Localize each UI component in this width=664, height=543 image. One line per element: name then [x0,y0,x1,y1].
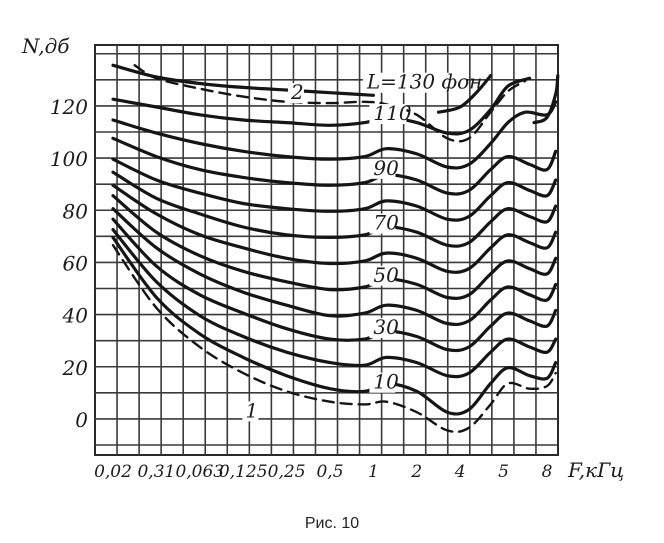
curve-9 [111,217,558,353]
curve-label-11: 10 [373,370,399,394]
dashed-curve-label-1: 1 [245,398,258,422]
y-axis-ticks: 0 20 40 60 80 100 120 [50,95,88,432]
x-tick-label: 1 [368,462,379,482]
curve-7 [111,194,558,300]
x-tick-label: 8 [542,462,553,482]
x-tick-label: 0,063 [175,462,224,482]
x-tick-label: 2 [410,462,422,482]
x-axis-title: F,кГц [567,458,624,482]
y-axis-title: N,дб [21,34,70,58]
x-tick-label: 4 [454,462,466,482]
curve-label-background [287,83,304,104]
curve-label-background [369,213,396,234]
curve-label-5: 70 [373,211,399,235]
curve-label-background [362,72,466,93]
curve-label-9: 30 [373,315,399,339]
y-tick-label: 0 [75,408,88,432]
curve-label-background [369,158,396,179]
curve-fragment-0 [436,74,493,114]
y-tick-label: 80 [63,199,89,223]
curve-label-background [369,265,396,286]
plot-frame [94,44,559,456]
curve-6 [111,183,558,274]
curve-label-background [242,401,259,422]
curve-2 [111,100,558,170]
curve-label-background [369,372,396,393]
curve-10 [111,228,558,379]
x-tick-label: 0,5 [316,462,343,482]
figure-caption: Рис. 10 [304,515,360,532]
curve-label-3: 90 [373,156,399,180]
curve-0 [111,63,375,97]
y-tick-label: 60 [63,252,89,276]
curve-3 [111,136,558,196]
y-tick-label: 120 [50,95,88,119]
curve-label-background [369,104,407,125]
dashed-curve-2 [133,64,527,143]
y-tick-label: 100 [50,147,88,171]
y-tick-label: 40 [62,304,89,328]
curve-labels: L=130 фон 110 90 70 50 30 10 1 2 [242,70,482,422]
curve-label-7: 50 [373,263,399,287]
curve-fragment-1 [532,74,560,125]
x-tick-label: 0,25 [268,462,306,482]
curve-8 [111,207,558,327]
dashed-curve-label-2: 2 [290,80,304,104]
curve-label-0: L=130 фон [366,70,482,94]
x-tick-label: 0,02 [94,462,132,482]
y-tick-label: 20 [62,356,89,380]
curve-5 [111,170,558,248]
dashed-curve-1 [111,244,557,434]
curve-label-background [369,317,396,338]
x-tick-label: 0,125 [219,462,268,482]
curve-4 [111,157,558,222]
x-tick-label: 5 [498,462,509,482]
curve-label-1: 110 [373,101,411,125]
x-tick-label: 0,31 [137,462,175,482]
curve-11 [111,235,558,416]
